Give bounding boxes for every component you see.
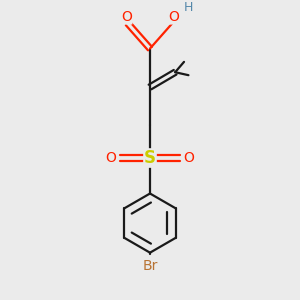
Text: O: O (168, 10, 179, 24)
Text: O: O (184, 151, 194, 165)
Text: O: O (121, 10, 132, 24)
Text: S: S (144, 149, 156, 167)
Text: Br: Br (142, 259, 158, 273)
Text: H: H (184, 1, 193, 13)
Text: O: O (106, 151, 116, 165)
